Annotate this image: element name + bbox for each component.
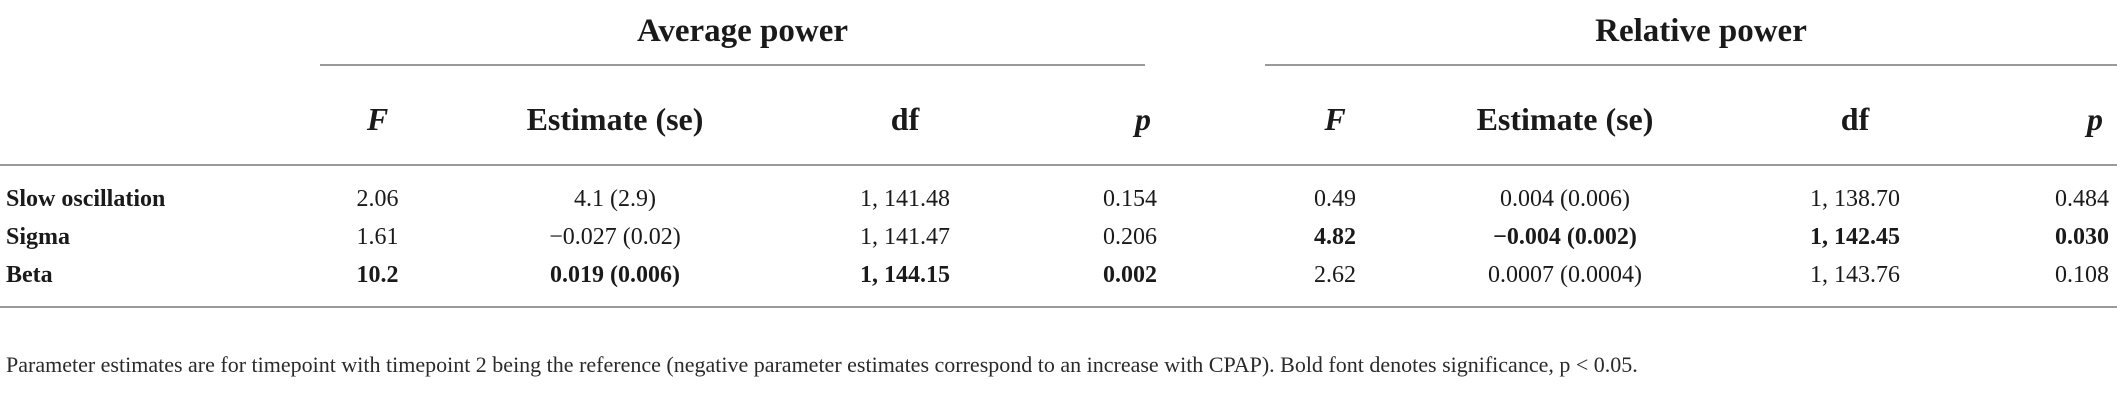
rel-f-header: F [1285,66,1385,166]
rel-p-cell: 0.030 [2055,223,2109,250]
rel-p-cell: 0.484 [2055,185,2109,212]
avg-p-header: p [1015,66,1165,166]
avg-p-cell: 0.002 [1015,256,1165,308]
rel-p-cell: 0.108 [1965,256,2117,308]
avg-p-cell: 0.206 [1103,223,1157,250]
row-label: Slow oscillation [6,185,166,212]
table-row-beta: Beta 10.2 0.019 (0.006) 1, 144.15 0.002 … [0,256,2117,308]
avg-f-header: F [320,66,435,166]
gap-header [1165,66,1285,166]
avg-estimate-cell: 4.1 (2.9) [574,185,656,212]
group-header-average-power: Average power [636,13,849,49]
corner-cell [0,0,320,64]
rel-estimate-header: Estimate (se) [1385,66,1745,166]
table-row-sigma: Sigma 1.61 −0.027 (0.02) 1, 141.47 0.206… [0,218,2117,256]
gap-cell [1165,0,1285,64]
rel-estimate-cell: 0.0007 (0.0004) [1385,256,1745,308]
rel-f-cell: 2.62 [1285,256,1385,308]
row-label: Sigma [6,223,71,250]
rel-estimate-cell: 0.004 (0.006) [1500,185,1630,212]
avg-df-cell: 1, 141.47 [860,223,950,250]
avg-df-header: df [795,66,1015,166]
avg-estimate-header: Estimate (se) [435,66,795,166]
avg-f-cell: 2.06 [356,185,399,212]
rel-df-header: df [1745,66,1965,166]
rel-df-cell: 1, 142.45 [1810,223,1900,250]
rel-f-cell: 4.82 [1314,223,1356,250]
rel-estimate-cell: −0.004 (0.002) [1493,223,1637,250]
average-power-rule [320,64,1145,66]
avg-df-cell: 1, 144.15 [795,256,1015,308]
rel-df-cell: 1, 138.70 [1810,185,1900,212]
row-label-header [0,66,320,166]
group-header-relative-power: Relative power [1595,13,1807,49]
relative-power-rule [1265,64,2117,66]
avg-df-cell: 1, 141.48 [860,185,950,212]
rel-f-cell: 0.49 [1314,185,1356,212]
rel-p-header: p [1965,66,2117,166]
row-label: Beta [0,256,320,308]
avg-estimate-cell: −0.027 (0.02) [549,223,681,250]
results-table-container: Average power Relative power F Estimate … [0,0,2117,308]
avg-estimate-cell: 0.019 (0.006) [435,256,795,308]
results-table: Average power Relative power F Estimate … [0,0,2117,308]
table-footnote: Parameter estimates are for timepoint wi… [6,352,1638,377]
avg-p-cell: 0.154 [1103,185,1157,212]
rel-df-cell: 1, 143.76 [1745,256,1965,308]
table-row-slow-oscillation: Slow oscillation 2.06 4.1 (2.9) 1, 141.4… [0,165,2117,218]
avg-f-cell: 1.61 [356,223,399,250]
avg-f-cell: 10.2 [320,256,435,308]
